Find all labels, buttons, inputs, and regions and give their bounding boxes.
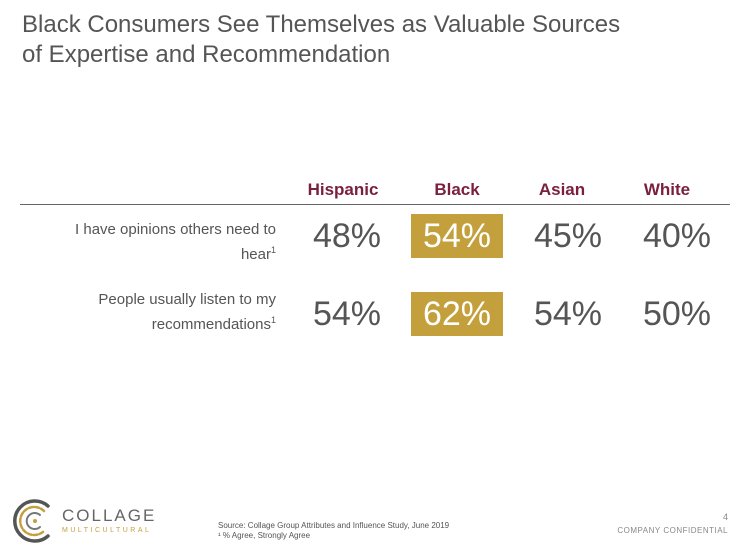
value-cell-highlighted: 62% <box>411 292 503 336</box>
header-divider <box>20 204 730 205</box>
column-header-white: White <box>643 180 691 199</box>
value-cell: 48% <box>312 217 382 255</box>
row-label-opinions: I have opinions others need to hear1 <box>75 221 276 263</box>
value-cell: 54% <box>312 295 382 333</box>
value-cell: 45% <box>533 217 603 255</box>
value-cell: 54% <box>533 295 603 333</box>
brand-subtitle: MULTICULTURAL <box>62 527 152 534</box>
title-line-1: Black Consumers See Themselves as Valuab… <box>22 11 621 38</box>
column-header-hispanic: Hispanic <box>307 180 379 199</box>
page-number: 4 <box>722 512 728 522</box>
brand-block: COLLAGE MULTICULTURAL <box>62 507 156 537</box>
source-note: Source: Collage Group Attributes and Inf… <box>218 521 450 540</box>
row-label-recommendations: People usually listen to my recommendati… <box>98 291 276 333</box>
slide-title: Black Consumers See Themselves as Valuab… <box>22 10 702 70</box>
confidential-label: COMPANY CONFIDENTIAL <box>617 526 728 535</box>
title-line-2: of Expertise and Recommendation <box>22 41 391 68</box>
value-cell: 40% <box>642 217 712 255</box>
value-cell-highlighted: 54% <box>411 214 503 258</box>
collage-logo-icon <box>13 499 50 543</box>
column-header-asian: Asian <box>538 180 586 199</box>
column-header-black: Black <box>434 180 480 199</box>
value-cell: 50% <box>642 295 712 333</box>
brand-name: COLLAGE <box>62 506 157 525</box>
